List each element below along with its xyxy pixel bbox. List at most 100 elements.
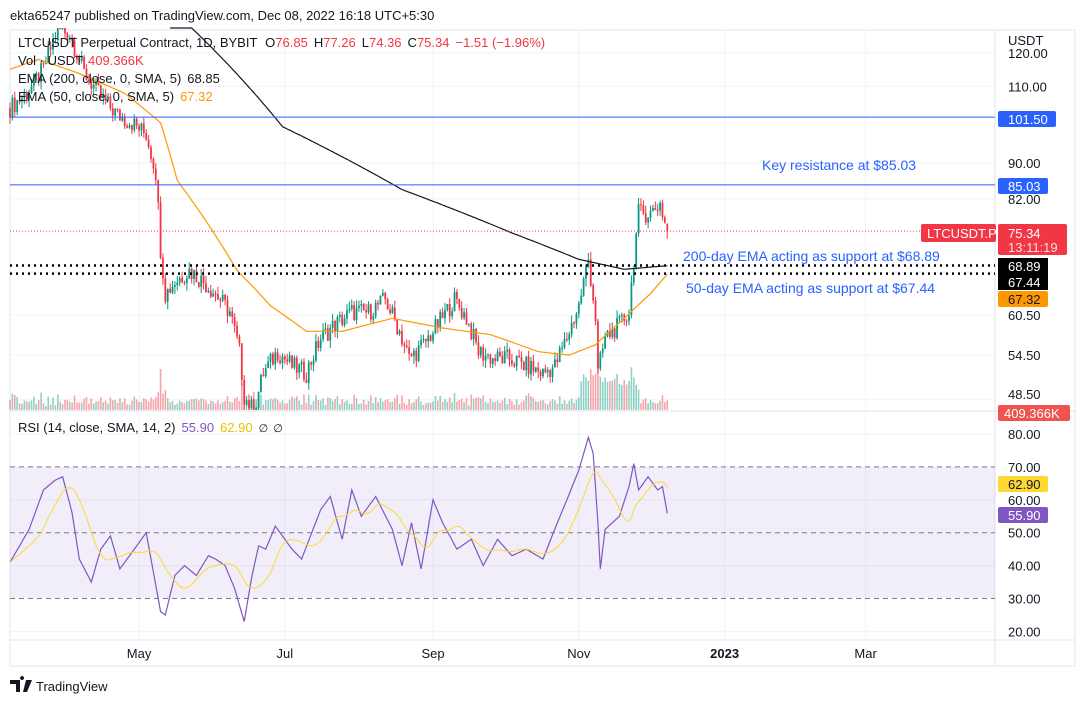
rsi-axis[interactable]: 80.00 70.00 60.00 50.00 40.00 30.00 20.00 (1008, 427, 1041, 639)
candle-body (458, 299, 461, 308)
candle (274, 347, 277, 370)
candle (130, 124, 133, 135)
candle (403, 341, 406, 354)
volume-bar (310, 404, 312, 410)
volume-bar (496, 400, 499, 410)
candle-body (620, 314, 623, 316)
volume-bar (664, 402, 666, 410)
candle-body (130, 125, 133, 131)
rsi-ma-line (9, 470, 668, 589)
volume-bar (647, 403, 649, 410)
candle-body (501, 356, 504, 364)
volume-bar (480, 398, 482, 410)
candle (597, 318, 599, 374)
volume-bar (76, 402, 78, 410)
candle-body (317, 341, 320, 349)
candle (582, 276, 585, 297)
volume-bar (623, 379, 626, 410)
candle (432, 330, 434, 344)
volume-bar (66, 399, 69, 410)
candle-body (61, 28, 64, 29)
volume-bar (317, 399, 320, 410)
candle-body (121, 117, 124, 121)
candle (78, 54, 81, 63)
volume-bar (28, 401, 30, 410)
volume-bar (186, 401, 188, 410)
rsi-tick: 60.00 (1008, 493, 1041, 508)
candle (315, 333, 317, 363)
candle-body (257, 392, 260, 409)
candle (107, 93, 109, 102)
volume-bar (422, 405, 425, 410)
volume-bar (183, 403, 186, 410)
candle-body (49, 47, 52, 50)
candle (145, 129, 148, 141)
candle (338, 311, 341, 323)
price-axis[interactable]: 120.00 110.00 90.00 82.00 60.50 54.50 48.50 (1008, 46, 1048, 402)
volume-bar (613, 378, 616, 410)
candle-body (152, 158, 155, 169)
volume-bar (391, 401, 394, 410)
candle (362, 302, 365, 312)
time-tick: Nov (567, 646, 591, 661)
candle (56, 28, 59, 44)
candle-body (439, 312, 442, 328)
volume-bar (171, 401, 174, 410)
annotation-ema200-support[interactable]: 200-day EMA acting as support at $68.89 (683, 248, 940, 264)
candle-body (522, 362, 525, 371)
candle (181, 271, 183, 284)
volume-bar (523, 400, 525, 410)
volume-bar (353, 394, 355, 410)
volume-bar (143, 398, 145, 410)
time-axis[interactable]: May Jul Sep Nov 2023 Mar (127, 646, 878, 661)
candle-body (18, 100, 21, 102)
candle-body (104, 94, 107, 101)
candle-body (413, 350, 415, 357)
candle-body (228, 311, 231, 316)
candle (37, 72, 40, 86)
candle-body (551, 367, 554, 377)
candle-body (145, 132, 148, 140)
candle-body (193, 270, 195, 279)
candle-body (150, 147, 152, 159)
candle-body (410, 353, 413, 357)
annotation-resistance[interactable]: Key resistance at $85.03 (762, 157, 916, 173)
candle (434, 315, 437, 335)
volume-bar (484, 402, 487, 410)
candle (527, 350, 530, 379)
candle-body (487, 354, 489, 356)
candles[interactable] (9, 28, 669, 410)
tradingview-logo[interactable]: TradingView (10, 676, 108, 694)
candle-body (544, 368, 547, 373)
candle-body (561, 347, 563, 349)
candle-body (21, 98, 23, 102)
candle-body (343, 318, 346, 326)
candle (355, 300, 358, 324)
candle (422, 334, 425, 344)
volume-bar (413, 402, 415, 410)
candle-body (654, 208, 657, 211)
candle-body (269, 353, 272, 362)
candle (140, 122, 143, 137)
volume-bar (417, 396, 420, 410)
candle (384, 291, 387, 305)
candle (453, 287, 456, 312)
volume-bar (52, 397, 54, 410)
svg-text:TradingView: TradingView (36, 679, 108, 694)
candle-body (520, 357, 523, 363)
candle (231, 307, 234, 324)
candle-body (307, 362, 310, 383)
candle (656, 203, 659, 217)
candle-body (663, 217, 666, 223)
candle-body (585, 266, 587, 279)
candle-body (116, 108, 119, 110)
volume-bar (226, 395, 229, 410)
candle (322, 323, 324, 343)
annotation-ema50-support[interactable]: 50-day EMA acting as support at $67.44 (686, 280, 935, 296)
volume-bar (632, 377, 635, 410)
volume-bar (355, 398, 358, 410)
candle-body (300, 361, 303, 365)
volume-bar (379, 398, 382, 410)
candle (348, 301, 351, 314)
